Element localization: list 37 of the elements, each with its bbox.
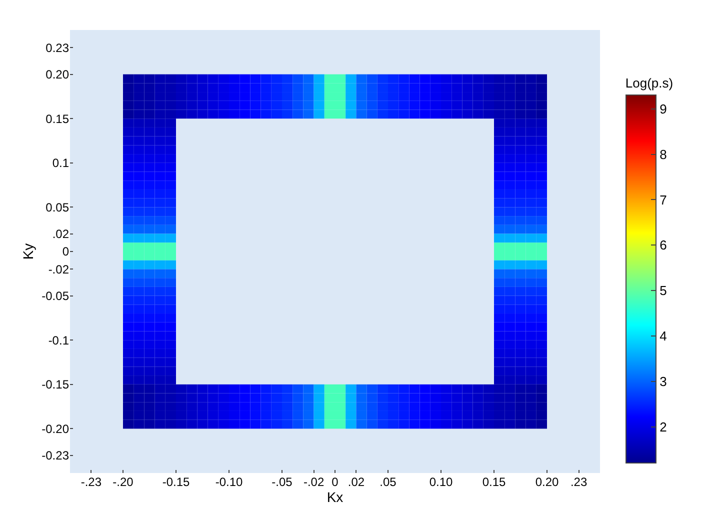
y-tick-label: 0.15 bbox=[46, 112, 70, 126]
y-tick-label: -0.1 bbox=[48, 333, 70, 348]
x-tick-label: -.02 bbox=[303, 475, 324, 489]
x-tick-label: -.20 bbox=[112, 475, 134, 489]
y-tick-label: -0.15 bbox=[42, 378, 70, 392]
y-tick-label: 0.23 bbox=[46, 40, 70, 55]
x-tick-label: -.23 bbox=[80, 475, 102, 489]
x-tick-label: .05 bbox=[380, 475, 397, 489]
color-bar-label: 6 bbox=[660, 238, 667, 253]
y-tick-label: -0.23 bbox=[42, 448, 70, 462]
x-tick-label: 0.10 bbox=[429, 475, 453, 489]
color-bar-label: 2 bbox=[660, 419, 667, 434]
y-tick-label: 0.1 bbox=[52, 156, 70, 170]
y-tick-label: 0.20 bbox=[46, 68, 70, 82]
color-bar-label: 4 bbox=[660, 328, 667, 344]
y-tick-label: -0.05 bbox=[42, 289, 70, 303]
x-tick-label: 0 bbox=[332, 475, 339, 489]
color-bar-label: 8 bbox=[660, 146, 667, 162]
y-tick-label: 0.05 bbox=[46, 200, 70, 214]
y-axis-title: Ky bbox=[20, 243, 36, 260]
x-tick-label: -.05 bbox=[272, 475, 293, 489]
x-tick-label: -0.15 bbox=[162, 475, 190, 489]
color-bar-label: 3 bbox=[660, 374, 667, 389]
color-bar-label: 9 bbox=[660, 101, 667, 116]
color-bar-label: 5 bbox=[660, 283, 667, 298]
y-tick-label: 0 bbox=[62, 244, 70, 259]
x-axis-title: Kx bbox=[326, 489, 344, 505]
x-tick-label: .02 bbox=[348, 475, 365, 489]
x-tick-label: 0.15 bbox=[482, 475, 506, 489]
color-bar-label: 7 bbox=[660, 192, 667, 208]
x-tick-label: .23 bbox=[570, 475, 588, 489]
color-bar-title: Log(p.s) bbox=[625, 75, 674, 90]
y-tick-label: .02 bbox=[52, 226, 70, 241]
x-tick-label: 0.20 bbox=[535, 475, 559, 489]
y-tick-label: -.02 bbox=[48, 262, 70, 276]
x-tick-label: -0.10 bbox=[215, 475, 243, 489]
y-tick-label: -0.20 bbox=[42, 422, 70, 436]
